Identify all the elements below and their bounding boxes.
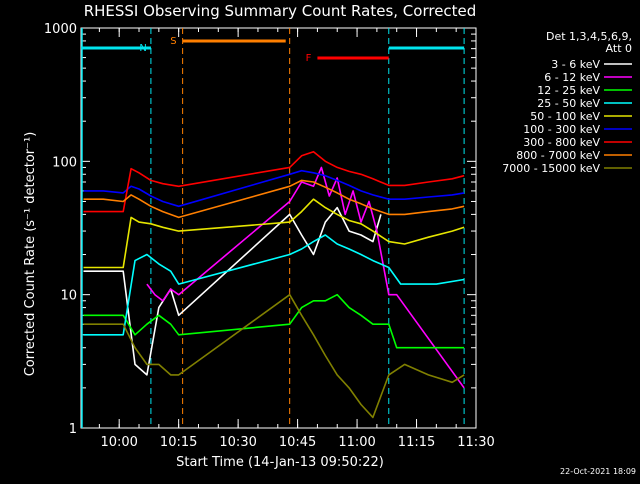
legend-label: 100 - 300 keV xyxy=(523,123,600,136)
legend-label: 800 - 7000 keV xyxy=(516,149,600,162)
flare-label: F xyxy=(306,53,312,64)
series-line xyxy=(83,293,465,419)
series-line xyxy=(83,169,465,208)
x-tick-label: 10:45 xyxy=(279,435,316,450)
legend-label: 7000 - 15000 keV xyxy=(502,162,600,175)
attenuator-label: N xyxy=(139,43,146,54)
y-tick-label: 1000 xyxy=(44,22,77,37)
series-line xyxy=(83,293,465,349)
x-tick-label: 11:30 xyxy=(457,435,494,450)
legend-label: 12 - 25 keV xyxy=(537,84,600,97)
series-line xyxy=(83,198,465,269)
plot-area: 1 10 100 1000 10:00 10:15 10:30 10:45 11:00 11:15… xyxy=(44,22,495,450)
series-line xyxy=(83,179,465,219)
legend-subheader: Att 0 xyxy=(606,42,632,55)
legend-header: Det 1,3,4,5,6,9, xyxy=(546,30,632,43)
legend-label: 50 - 100 keV xyxy=(530,110,600,123)
legend-label: 6 - 12 keV xyxy=(544,71,600,84)
x-tick-label: 10:30 xyxy=(219,435,256,450)
x-tick-label: 10:00 xyxy=(100,435,137,450)
chart-title: RHESSI Observing Summary Count Rates, Co… xyxy=(84,2,477,20)
legend-label: 300 - 800 keV xyxy=(523,136,600,149)
y-tick-label: 1 xyxy=(69,422,77,437)
x-tick-label: 11:00 xyxy=(338,435,375,450)
series-line xyxy=(83,150,465,213)
y-axis-label: Corrected Count Rate (s⁻¹ detector⁻¹) xyxy=(23,132,38,377)
y-tick-label: 10 xyxy=(60,289,77,304)
date-stamp: 22-Oct-2021 18:09 xyxy=(560,467,636,476)
y-tick-label: 100 xyxy=(52,155,77,170)
plot-frame xyxy=(80,27,477,429)
x-tick-label: 10:15 xyxy=(160,435,197,450)
x-tick-label: 11:15 xyxy=(398,435,435,450)
legend-label: 3 - 6 keV xyxy=(551,58,600,71)
saa-label: S xyxy=(170,36,176,47)
series-line xyxy=(83,234,465,336)
x-axis-label: Start Time (14-Jan-13 09:50:22) xyxy=(176,455,384,470)
legend-label: 25 - 50 keV xyxy=(537,97,600,110)
series-line xyxy=(83,206,382,376)
series-line xyxy=(146,166,465,389)
